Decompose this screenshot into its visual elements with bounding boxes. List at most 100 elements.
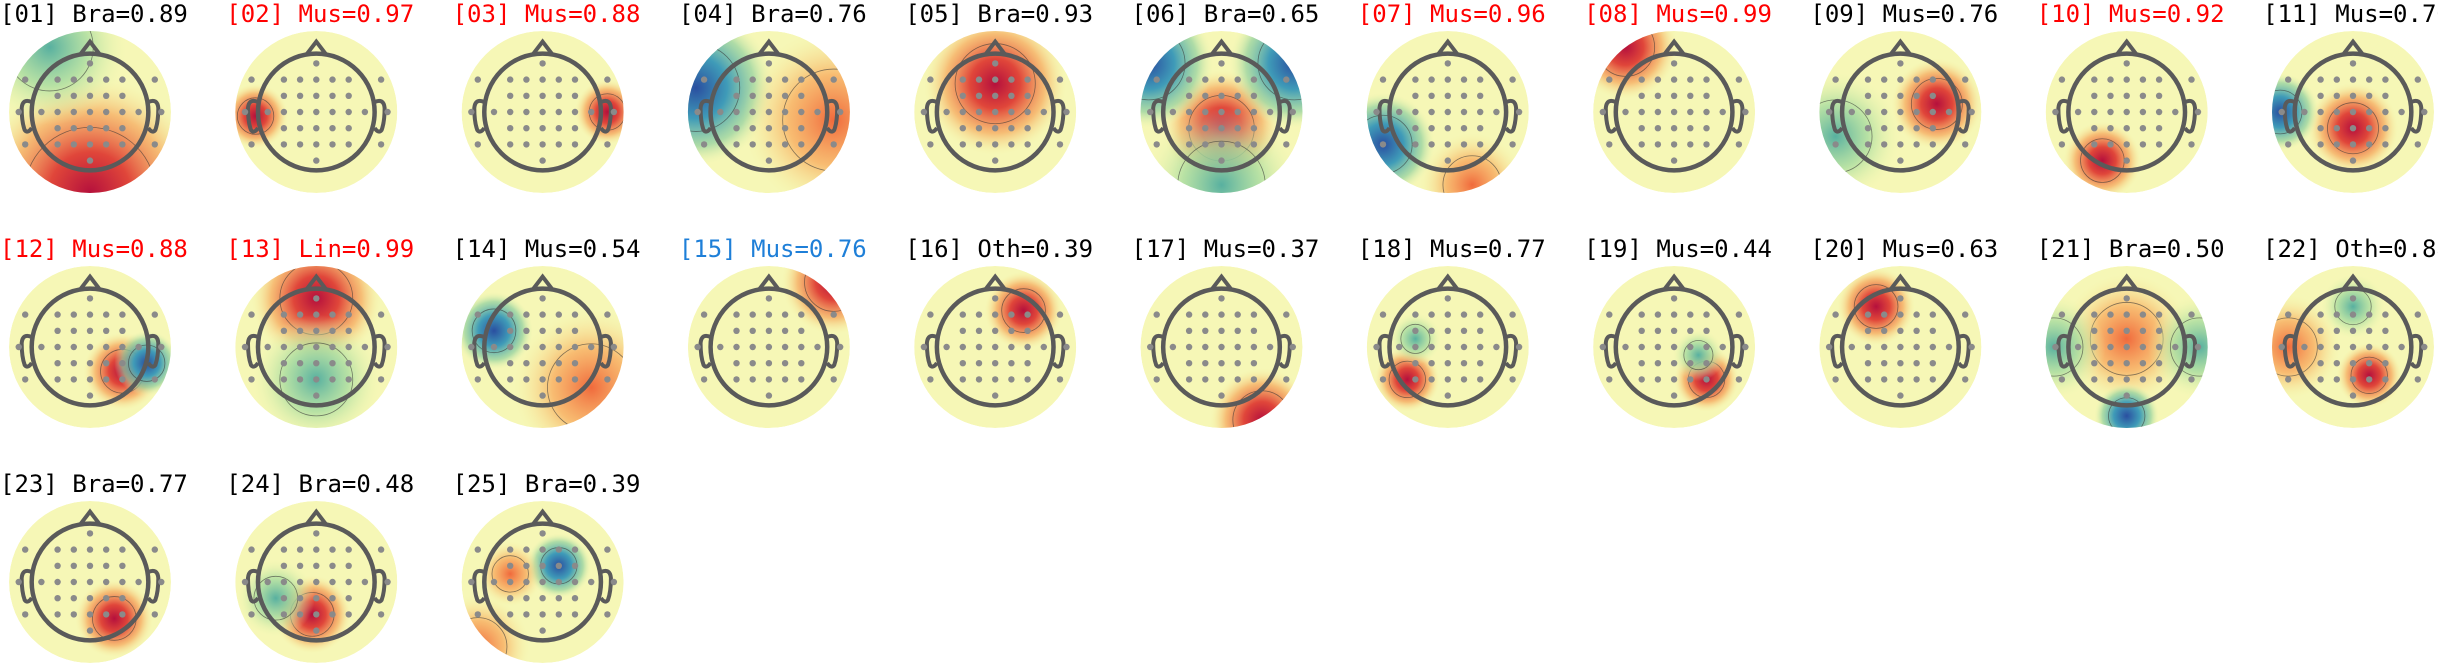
head-outline: [1387, 286, 1509, 408]
electrode: [22, 611, 29, 618]
electrode: [523, 108, 530, 116]
electrode: [86, 392, 94, 399]
component[interactable]: [19] Mus=0.44: [1584, 235, 1772, 428]
component[interactable]: [11] Mus=0.76: [2241, 0, 2438, 193]
component[interactable]: [03] Mus=0.88: [453, 0, 641, 193]
electrode: [2155, 376, 2163, 383]
component[interactable]: [04] Bra=0.76: [618, 0, 924, 211]
component[interactable]: [09] Mus=0.76: [1771, 0, 1998, 201]
electrode: [1234, 125, 1241, 132]
electrode: [38, 108, 45, 116]
component[interactable]: [17] Mus=0.37: [1132, 235, 1320, 472]
component[interactable]: [22] Oth=0.88: [2236, 235, 2438, 428]
component[interactable]: [01] Bra=0.89: [0, 0, 207, 310]
electrode: [86, 141, 94, 148]
head-nose: [304, 273, 328, 291]
electrode: [1185, 92, 1193, 100]
electrode: [2317, 343, 2324, 351]
electrode: [1703, 343, 1710, 351]
electrode: [1147, 343, 1154, 351]
electrode: [927, 76, 934, 83]
component[interactable]: [15] Mus=0.76: [679, 230, 886, 428]
electrode: [2074, 108, 2082, 116]
component[interactable]: [25] Bra=0.39: [426, 470, 640, 667]
electrode: [86, 76, 94, 83]
electrode: [1687, 141, 1694, 148]
electrode: [975, 311, 983, 318]
component-label: [14] Mus=0.54: [453, 235, 641, 263]
component[interactable]: [24] Bra=0.48: [226, 470, 414, 663]
electrode: [1881, 76, 1888, 83]
component[interactable]: [14] Mus=0.54: [453, 235, 669, 465]
electrode: [1444, 157, 1452, 164]
electrode: [361, 343, 369, 351]
electrode: [959, 92, 966, 100]
electrode: [927, 376, 934, 383]
component[interactable]: [20] Mus=0.63: [1810, 235, 1998, 428]
electrode: [2188, 141, 2195, 148]
electrode: [2366, 343, 2373, 351]
electrode: [1412, 343, 1419, 351]
electrode: [1638, 108, 1645, 116]
electrode: [1703, 376, 1710, 383]
electrode: [1913, 108, 1920, 116]
electrode: [765, 125, 773, 132]
electrode: [749, 343, 756, 351]
electrode: [539, 92, 546, 100]
component[interactable]: [23] Bra=0.77: [0, 470, 188, 663]
electrode: [2349, 60, 2357, 67]
electrode: [313, 595, 320, 602]
electrode: [1881, 311, 1888, 318]
electrode: [2366, 327, 2373, 334]
component[interactable]: [12] Mus=0.88: [0, 235, 188, 428]
component[interactable]: [02] Mus=0.97: [223, 0, 414, 193]
electrode: [2278, 343, 2285, 351]
electrode: [2123, 376, 2130, 383]
electrode: [1185, 125, 1193, 132]
electrode: [749, 125, 756, 132]
component[interactable]: [08] Mus=0.99: [1574, 0, 1772, 193]
electrode: [1250, 108, 1258, 116]
electrode: [103, 343, 110, 351]
electrode: [1703, 108, 1710, 116]
electrode: [1266, 343, 1274, 351]
electrode: [992, 76, 999, 83]
electrode: [1218, 157, 1225, 164]
component[interactable]: [16] Oth=0.39: [905, 235, 1093, 428]
electrode: [1670, 327, 1678, 334]
electrode: [1008, 311, 1015, 318]
electrode: [1412, 125, 1419, 132]
electrode: [2058, 311, 2066, 318]
head-ear-right: [825, 98, 840, 134]
head-outline: [2066, 286, 2188, 408]
electrode: [54, 141, 61, 148]
electrode: [1606, 376, 1613, 383]
electrode: [70, 578, 78, 586]
component[interactable]: [05] Bra=0.93: [905, 0, 1093, 193]
electrode: [1460, 343, 1468, 351]
electrode: [1185, 76, 1193, 83]
component[interactable]: [10] Mus=0.92: [2037, 0, 2225, 199]
head-ear-left: [2056, 333, 2071, 369]
electrode: [2349, 157, 2357, 164]
electrode: [70, 327, 78, 334]
component-label: [04] Bra=0.76: [679, 0, 867, 28]
topomap-blob: [1389, 312, 1442, 365]
electrode: [2414, 76, 2421, 83]
electrode: [1670, 343, 1678, 351]
component[interactable]: [06] Bra=0.65: [1084, 0, 1359, 263]
component[interactable]: [13] Lin=0.99: [226, 234, 414, 445]
electrode: [1412, 376, 1419, 383]
electrode: [1428, 141, 1435, 148]
electrode: [313, 92, 320, 100]
electrode: [2155, 141, 2163, 148]
electrode: [571, 125, 579, 132]
electrode: [1897, 108, 1904, 116]
component[interactable]: [18] Mus=0.77: [1358, 235, 1546, 428]
head-nose: [1888, 38, 1912, 56]
electrode: [781, 327, 789, 334]
component[interactable]: [21] Bra=0.50: [2002, 235, 2251, 448]
head-ear-right: [2183, 333, 2198, 369]
component[interactable]: [07] Mus=0.96: [1331, 0, 1546, 237]
electrode: [2421, 343, 2428, 351]
